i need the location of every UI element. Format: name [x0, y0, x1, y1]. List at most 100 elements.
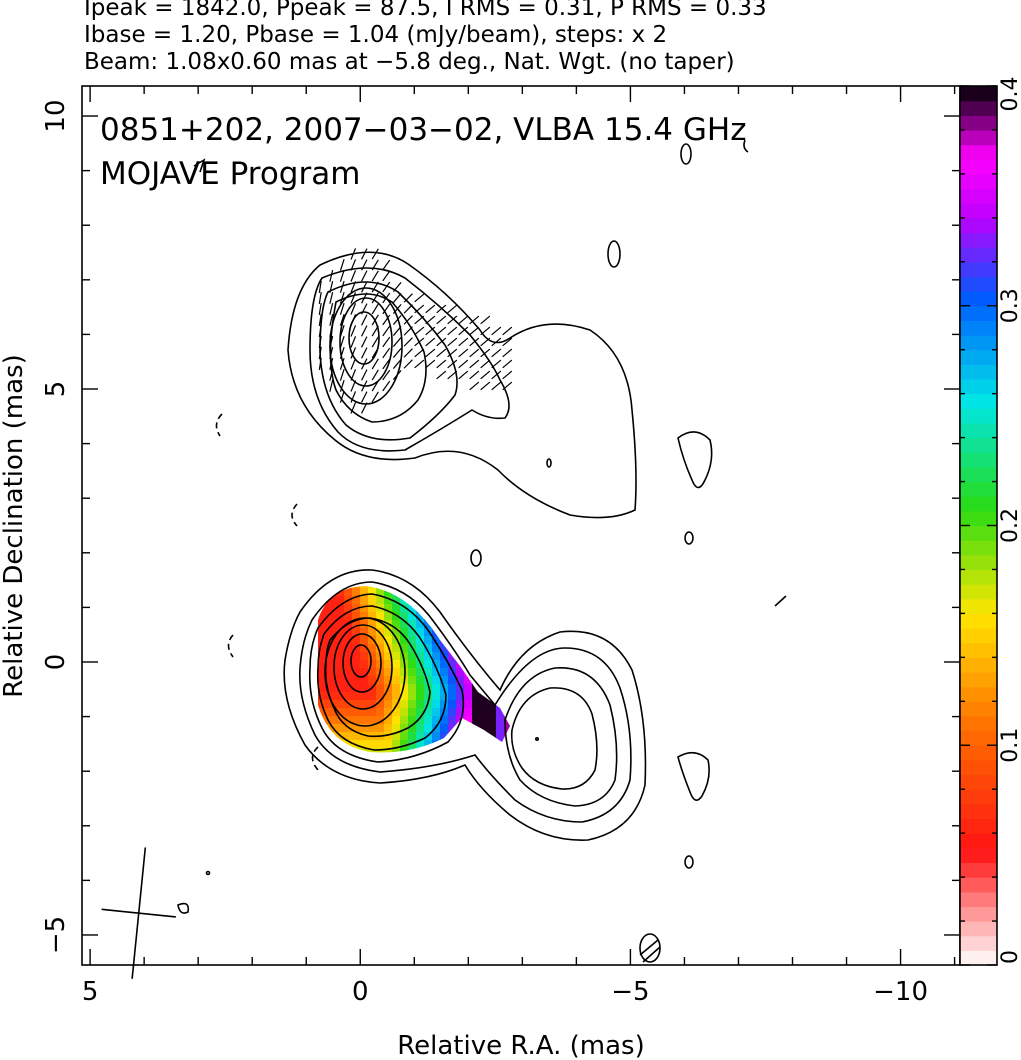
pol-pixel — [416, 644, 425, 653]
pol-pixel — [360, 740, 369, 749]
pol-pixel — [512, 612, 521, 621]
negative-contour-3 — [227, 634, 234, 658]
colorbar-segment — [960, 379, 997, 395]
evpa-tick — [392, 303, 402, 314]
pol-pixel — [504, 586, 510, 589]
colorbar-segment — [960, 950, 997, 966]
pol-pixel — [424, 740, 433, 749]
pol-pixel — [432, 612, 441, 621]
pol-pixel — [360, 684, 369, 693]
pol-pixel — [408, 676, 417, 685]
pol-pixel — [464, 740, 473, 749]
pol-pixel — [368, 668, 377, 677]
pol-pixel — [336, 652, 345, 661]
pol-pixel — [448, 586, 457, 589]
evpa-tick — [329, 269, 334, 282]
pol-pixel — [400, 724, 409, 733]
pol-pixel — [368, 660, 377, 669]
colorbar-segment — [960, 510, 997, 527]
pol-pixel — [344, 740, 353, 749]
colorbar-segment — [960, 291, 997, 307]
pol-pixel — [488, 620, 497, 629]
colorbar-segment — [960, 774, 997, 790]
pol-pixel — [416, 740, 425, 749]
pol-pixel — [408, 604, 417, 613]
pol-pixel — [488, 724, 497, 733]
pol-pixel — [376, 596, 385, 605]
evpa-tick — [480, 315, 491, 325]
pol-pixel — [432, 668, 441, 677]
pol-pixel — [318, 596, 321, 605]
evpa-tick — [403, 348, 413, 358]
pol-pixel — [464, 636, 473, 645]
pol-pixel — [368, 596, 377, 605]
colorbar-tick-label: 0.3 — [998, 288, 1021, 323]
pol-pixel — [400, 604, 409, 613]
pol-pixel — [392, 740, 401, 749]
evpa-tick — [458, 348, 469, 358]
pol-pixel — [320, 636, 329, 645]
evpa-tick — [361, 270, 368, 282]
evpa-tick — [318, 324, 322, 337]
pol-pixel — [448, 660, 457, 669]
pol-pixel — [504, 612, 510, 621]
pol-pixel — [392, 604, 401, 613]
pol-pixel — [400, 740, 409, 749]
pol-pixel — [448, 604, 457, 613]
pol-pixel — [448, 716, 457, 725]
pol-pixel — [472, 708, 481, 717]
evpa-tick — [371, 380, 379, 392]
x-axis-label: Relative R.A. (mas) — [397, 1031, 644, 1060]
pol-pixel — [440, 596, 449, 605]
negative-contours — [215, 413, 319, 771]
pol-pixel — [480, 612, 489, 621]
evpa-tick — [339, 391, 345, 403]
header-line-3: Beam: 1.08x0.60 mas at −5.8 deg., Nat. W… — [84, 49, 735, 75]
pol-pixel — [416, 716, 425, 725]
pol-pixel — [504, 596, 510, 605]
evpa-tick — [425, 359, 436, 369]
evpa-tick — [361, 336, 368, 348]
pol-pixel — [392, 612, 401, 621]
contour-north-outer — [287, 251, 637, 519]
pol-pixel — [368, 612, 377, 621]
evpa-tick — [329, 368, 334, 381]
contour-core-outer — [283, 569, 647, 841]
evpa-tick — [329, 324, 334, 337]
pol-pixel — [512, 644, 521, 653]
contour-north-6 — [339, 297, 393, 387]
pol-pixel — [504, 724, 510, 733]
pol-pixel — [392, 628, 401, 637]
pol-pixel — [360, 636, 369, 645]
y-axis-label: Relative Declination (mas) — [0, 354, 29, 697]
evpa-tick — [392, 336, 402, 347]
contour-isolated-east — [677, 431, 713, 489]
evpa-tick — [382, 380, 391, 392]
pol-pixel — [336, 644, 345, 653]
pol-pixel — [496, 628, 505, 637]
pol-pixel — [464, 732, 473, 741]
pol-pixel — [440, 676, 449, 685]
negative-contour-4 — [311, 746, 319, 771]
evpa-tick — [350, 402, 357, 414]
pol-pixel — [320, 748, 329, 753]
pol-pixel — [320, 628, 329, 637]
evpa-tick — [329, 280, 334, 293]
y-tick-label: −5 — [41, 916, 71, 954]
pol-pixel — [344, 684, 353, 693]
pol-pixel — [344, 708, 353, 717]
pol-pixel — [432, 636, 441, 645]
evpa-tick — [361, 281, 368, 293]
pol-pixel — [472, 692, 481, 701]
pol-pixel — [464, 628, 473, 637]
pol-pixel — [456, 748, 465, 753]
pol-pixel — [496, 588, 505, 597]
contour-isolated-6 — [546, 458, 552, 468]
pol-pixel — [448, 692, 457, 701]
pol-pixel — [456, 596, 465, 605]
pol-pixel — [448, 748, 457, 753]
pol-pixel — [376, 716, 385, 725]
pol-pixel — [376, 612, 385, 621]
evpa-tick — [403, 359, 413, 369]
evpa-tick — [329, 302, 334, 315]
